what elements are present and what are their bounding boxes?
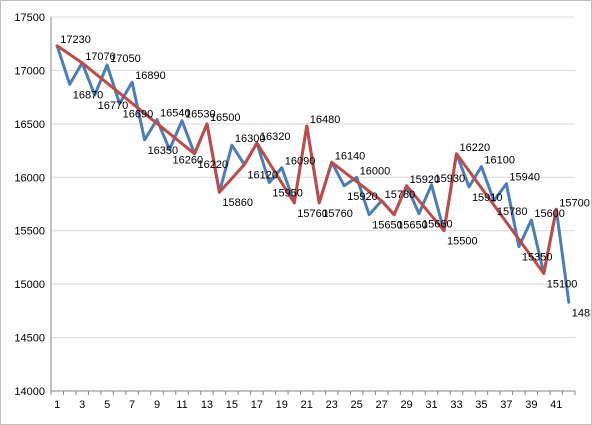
data-label: 16300 xyxy=(235,133,266,145)
data-label: 16140 xyxy=(335,150,366,162)
data-label: 15760 xyxy=(297,208,328,220)
data-label: 15950 xyxy=(272,188,303,200)
data-label: 15920 xyxy=(410,174,441,186)
data-label: 15700 xyxy=(559,197,590,209)
x-tick-label-27: 27 xyxy=(375,399,387,411)
x-tick-label-41: 41 xyxy=(550,399,562,411)
y-tick-label-16500: 16500 xyxy=(14,119,45,131)
data-label: 16540 xyxy=(160,108,191,120)
data-label: 16000 xyxy=(360,165,391,177)
data-label: 16530 xyxy=(185,109,216,121)
x-tick-label-29: 29 xyxy=(400,399,412,411)
x-tick-label-11: 11 xyxy=(176,399,187,411)
data-label: 15650 xyxy=(372,220,403,232)
data-label: 16690 xyxy=(123,109,154,121)
data-label: 15940 xyxy=(509,172,540,184)
data-label: 17050 xyxy=(110,53,141,65)
data-label: 16090 xyxy=(285,156,316,168)
x-tick-label-37: 37 xyxy=(500,399,512,411)
x-tick-label-5: 5 xyxy=(104,399,110,411)
x-tick-label-3: 3 xyxy=(79,399,85,411)
data-label: 15600 xyxy=(534,208,565,220)
y-tick-label-17500: 17500 xyxy=(14,12,45,24)
series-1-line xyxy=(55,44,571,304)
data-label: 16500 xyxy=(210,112,241,124)
y-tick-label-14500: 14500 xyxy=(14,333,45,345)
data-label: 15860 xyxy=(222,197,253,209)
data-label: 15910 xyxy=(472,192,503,204)
data-label: 16260 xyxy=(173,155,204,167)
y-tick-label-16000: 16000 xyxy=(14,172,45,184)
data-label: 16220 xyxy=(197,159,228,171)
data-label: 15660 xyxy=(422,219,453,231)
data-label: 15780 xyxy=(385,189,416,201)
y-tick-label-17000: 17000 xyxy=(14,65,45,77)
data-label: 16480 xyxy=(310,114,341,126)
data-label: 17070 xyxy=(85,51,116,63)
data-label: 16770 xyxy=(98,100,129,112)
x-tick-label-1: 1 xyxy=(54,399,60,411)
x-tick-label-35: 35 xyxy=(475,399,487,411)
data-label: 16100 xyxy=(484,155,515,167)
gridlines xyxy=(51,16,575,339)
y-tick-label-15500: 15500 xyxy=(14,226,45,238)
data-label: 17230 xyxy=(60,34,91,46)
x-tick-label-25: 25 xyxy=(351,399,363,411)
series-lines xyxy=(55,44,571,304)
x-tick-label-23: 23 xyxy=(326,399,338,411)
series-2-line xyxy=(55,44,558,275)
x-tick-label-15: 15 xyxy=(226,399,238,411)
x-tick-label-19: 19 xyxy=(276,399,288,411)
x-tick-label-13: 13 xyxy=(201,399,213,411)
x-tick-label-39: 39 xyxy=(525,399,537,411)
data-label: 16870 xyxy=(73,89,104,101)
x-tick-label-33: 33 xyxy=(450,399,462,411)
x-tick-label-7: 7 xyxy=(129,399,135,411)
data-label: 15760 xyxy=(322,208,353,220)
data-label: 15350 xyxy=(522,252,553,264)
y-tick-label-14000: 14000 xyxy=(14,386,45,398)
x-tick-label-17: 17 xyxy=(251,399,263,411)
data-labels: 17230 16870 17070 16770 17050 16690 16890 16350… xyxy=(60,34,591,319)
data-label: 15780 xyxy=(497,206,528,218)
axes: 14000 14500 15000 15500 16000 16500 17000 17500… xyxy=(14,12,576,411)
data-label: 16320 xyxy=(260,131,291,143)
y-tick-label-15000: 15000 xyxy=(14,279,45,291)
data-label: 16120 xyxy=(247,169,278,181)
x-tick-label-9: 9 xyxy=(154,399,160,411)
x-tick-label-31: 31 xyxy=(425,399,437,411)
data-label: 15100 xyxy=(547,278,578,290)
data-label: 15650 xyxy=(397,220,428,232)
data-label: 15920 xyxy=(347,191,378,203)
data-label: 15930 xyxy=(435,173,466,185)
data-label: 16890 xyxy=(135,70,166,82)
data-label: 16350 xyxy=(148,145,179,157)
data-label: 14830 xyxy=(572,307,591,319)
data-label: 15500 xyxy=(447,236,478,248)
x-tick-label-21: 21 xyxy=(301,399,313,411)
data-label: 16220 xyxy=(459,142,490,154)
